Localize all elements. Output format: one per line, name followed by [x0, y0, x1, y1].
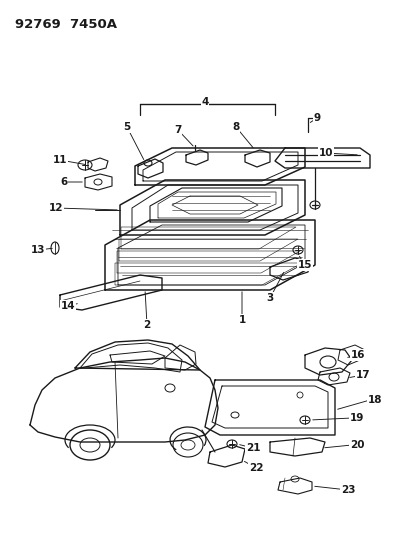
Text: 3: 3 [266, 293, 273, 303]
Text: 13: 13 [31, 245, 45, 255]
Text: 7: 7 [174, 125, 181, 135]
Text: 21: 21 [245, 443, 260, 453]
Text: 12: 12 [49, 203, 63, 213]
Text: 20: 20 [349, 440, 363, 450]
Text: 16: 16 [350, 350, 364, 360]
Text: 23: 23 [340, 485, 354, 495]
Text: 8: 8 [232, 122, 239, 132]
Text: 10: 10 [318, 148, 332, 158]
Text: 17: 17 [355, 370, 369, 380]
Text: 5: 5 [123, 122, 131, 132]
Text: 92769  7450A: 92769 7450A [15, 18, 117, 31]
Text: 6: 6 [60, 177, 67, 187]
Text: 4: 4 [201, 97, 208, 107]
Text: 19: 19 [349, 413, 363, 423]
Text: 18: 18 [367, 395, 381, 405]
Text: 11: 11 [52, 155, 67, 165]
Text: 14: 14 [61, 301, 75, 311]
Text: 22: 22 [248, 463, 263, 473]
Text: 9: 9 [313, 113, 320, 123]
Text: 2: 2 [143, 320, 150, 330]
Text: 1: 1 [238, 315, 245, 325]
Text: 15: 15 [297, 260, 311, 270]
